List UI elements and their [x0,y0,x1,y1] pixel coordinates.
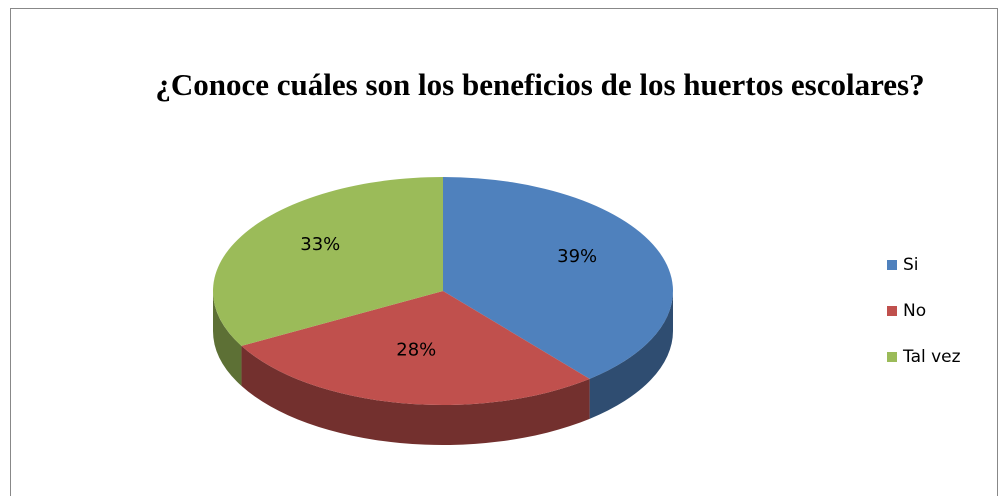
pie-slice [443,177,673,379]
data-label: 39% [557,246,597,267]
pie-slice [213,177,443,346]
chart-frame [10,8,998,496]
legend-label: No [903,301,926,321]
legend-swatch [887,260,897,270]
pie-side [589,291,673,419]
pie-slice [241,291,590,405]
legend-label: Si [903,255,919,275]
data-label: 28% [396,339,436,360]
data-label: 33% [300,234,340,255]
legend-label: Tal vez [902,347,961,367]
pie-side [241,345,590,445]
pie-side [213,291,242,386]
legend-swatch [887,306,897,316]
legend-swatch [887,352,897,362]
chart-title: ¿Conoce cuáles son los beneficios de los… [155,67,925,102]
